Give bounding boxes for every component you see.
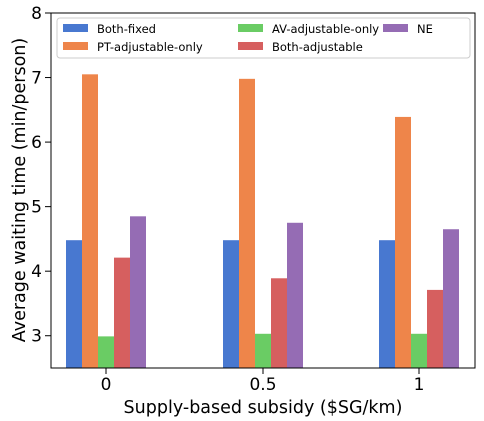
y-tick-label: 6 (31, 133, 42, 153)
bar-both-fixed-0.5 (223, 240, 239, 368)
legend-swatch (383, 24, 408, 32)
bar-pt-adjustable-only-1 (395, 116, 411, 368)
y-tick-label: 5 (31, 198, 42, 218)
bar-av-adjustable-only-1 (411, 333, 427, 368)
legend-swatch (63, 42, 88, 50)
y-axis-title: Average waiting time (min/person) (10, 38, 30, 342)
legend-swatch (238, 24, 263, 32)
bar-av-adjustable-only-0 (98, 336, 114, 368)
legend-label: Both-adjustable (272, 40, 363, 54)
y-tick-label: 3 (31, 327, 42, 347)
y-tick-label: 4 (31, 262, 42, 282)
bar-av-adjustable-only-0.5 (255, 333, 271, 368)
x-axis-title: Supply-based subsidy ($SG/km) (124, 398, 403, 418)
y-axis: 3 4 5 6 7 8 (31, 4, 51, 347)
legend: Both-fixed PT-adjustable-only AV-adjustabl… (56, 17, 471, 59)
y-tick-label: 7 (31, 69, 42, 89)
bar-both-fixed-0 (66, 240, 82, 368)
bar-ne-0.5 (287, 222, 303, 368)
bar-pt-adjustable-only-0.5 (239, 78, 255, 368)
x-tick-label: 0.5 (249, 375, 276, 395)
bar-ne-0 (130, 216, 146, 368)
bar-both-fixed-1 (379, 240, 395, 368)
bar-both-adjustable-0 (114, 257, 130, 368)
bar-ne-1 (443, 229, 459, 368)
legend-label: Both-fixed (97, 22, 156, 36)
bar-both-adjustable-1 (427, 289, 443, 368)
legend-swatch (238, 42, 263, 50)
legend-label: AV-adjustable-only (272, 22, 379, 36)
legend-label: PT-adjustable-only (97, 40, 203, 54)
x-tick-label: 1 (414, 375, 425, 395)
bar-both-adjustable-0.5 (271, 278, 287, 368)
bar-pt-adjustable-only-0 (82, 74, 98, 369)
legend-swatch (63, 24, 88, 32)
legend-box (56, 17, 471, 59)
bars-group (66, 74, 459, 369)
legend-label: NE (417, 22, 433, 36)
x-tick-label: 0 (101, 375, 112, 395)
y-tick-label: 8 (31, 4, 42, 24)
x-axis: 0 0.5 1 (101, 368, 425, 395)
